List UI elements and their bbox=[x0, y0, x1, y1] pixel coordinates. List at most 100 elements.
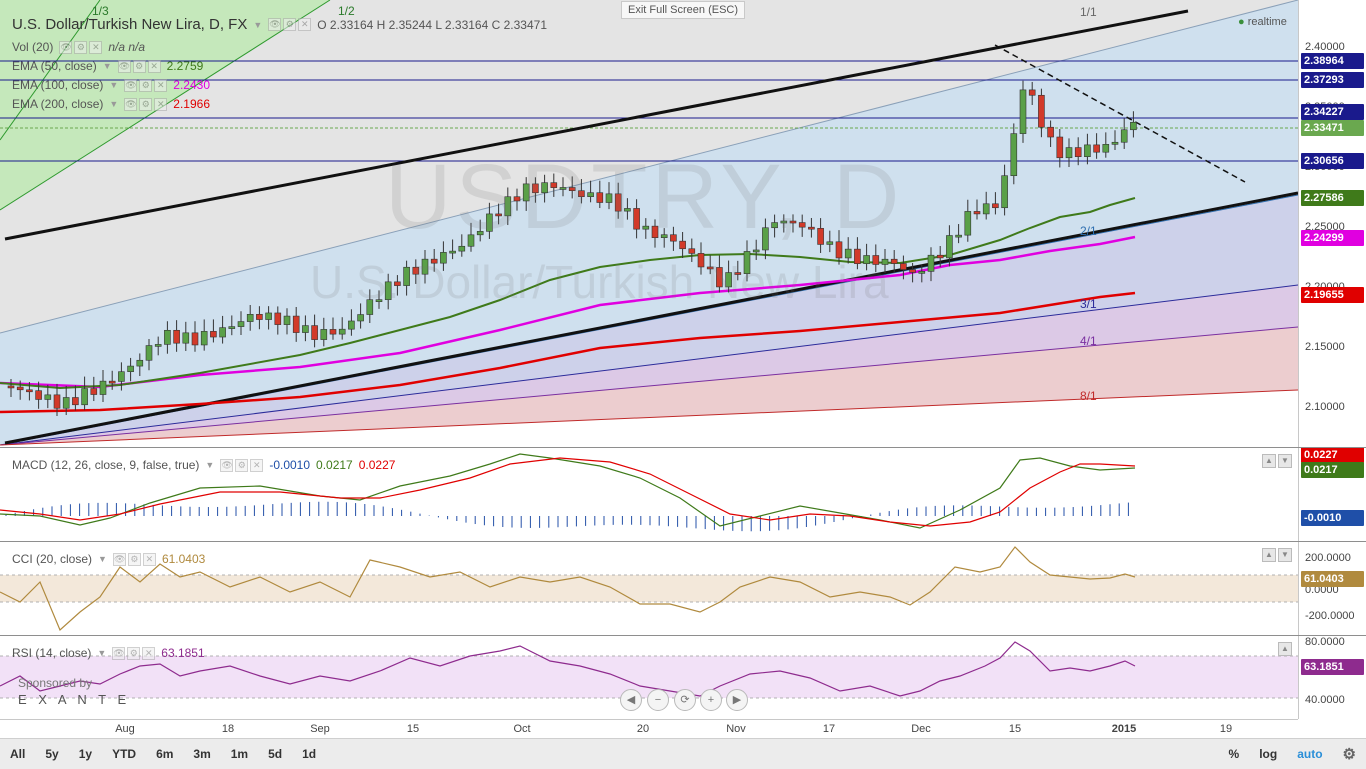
candle-body bbox=[532, 183, 539, 194]
indicator-buttons[interactable]: 👁 ⚙ ✕ bbox=[117, 59, 161, 73]
symbol-legend[interactable]: U.S. Dollar/Turkish New Lira, D, FX ▼ 👁 ⚙… bbox=[12, 16, 547, 33]
chevron-down-icon[interactable]: ▼ bbox=[253, 19, 263, 30]
price-tick: 2.40000 bbox=[1305, 41, 1345, 53]
date-tick: Dec bbox=[911, 723, 931, 735]
timeframe-1d[interactable]: 1d bbox=[302, 747, 317, 761]
rsi-pane[interactable]: RSI (14, close) ▼ 👁 ⚙ ✕ 63.1851 Sponsored … bbox=[0, 636, 1298, 719]
candle-body bbox=[789, 220, 797, 224]
candle-body bbox=[697, 253, 705, 268]
sponsor-text: Sponsored by bbox=[18, 676, 93, 690]
indicator-legend-ema200[interactable]: EMA (200, close) ▼ 👁 ⚙ ✕ 2.1966 bbox=[12, 97, 210, 111]
gann-label-1-3: 1/3 bbox=[92, 4, 109, 18]
percent-scale-button[interactable]: % bbox=[1228, 747, 1240, 761]
chevron-down-icon[interactable]: ▼ bbox=[109, 99, 119, 109]
zoom-in-button[interactable]: + bbox=[700, 689, 722, 711]
indicator-legend-vol[interactable]: Vol (20) 👁 ⚙ ✕ n/a n/a bbox=[12, 40, 145, 54]
timeframe-1m[interactable]: 1m bbox=[230, 747, 249, 761]
indicator-buttons[interactable]: 👁 ⚙ ✕ bbox=[112, 552, 156, 566]
zoom-out-button[interactable]: − bbox=[647, 689, 669, 711]
chevron-down-icon[interactable]: ▼ bbox=[205, 460, 215, 470]
cci-scale[interactable]: 200.0000 0.0000 -200.0000 61.0403 bbox=[1298, 542, 1366, 635]
pane-separator[interactable] bbox=[0, 635, 1366, 636]
timeframe-6m[interactable]: 6m bbox=[156, 747, 174, 761]
candle-body bbox=[835, 241, 843, 259]
candle-body bbox=[614, 193, 622, 212]
realtime-indicator: ● realtime bbox=[1238, 16, 1287, 28]
macd-line bbox=[0, 453, 1136, 529]
rsi-chart-svg bbox=[0, 641, 1298, 699]
candle-body bbox=[1001, 175, 1008, 209]
chevron-down-icon[interactable]: ▼ bbox=[98, 554, 107, 564]
indicator-legend-ema50[interactable]: EMA (50, close) ▼ 👁 ⚙ ✕ 2.2759 bbox=[12, 59, 203, 73]
macd-scale[interactable]: 0.0227 0.0217 -0.0010 bbox=[1298, 448, 1366, 541]
minimize-pane-button[interactable]: ▼ bbox=[1278, 454, 1292, 468]
rsi-legend[interactable]: RSI (14, close) ▼ 👁 ⚙ ✕ 63.1851 bbox=[12, 646, 205, 660]
gann-label-3-1: 3/1 bbox=[1080, 297, 1097, 311]
ema100-price-label: 2.24299 bbox=[1301, 230, 1364, 246]
price-scale[interactable]: 2.40000 2.35000 2.30000 2.25000 2.20000 … bbox=[1298, 0, 1366, 447]
indicator-legend-ema100[interactable]: EMA (100, close) ▼ 👁 ⚙ ✕ 2.2430 bbox=[12, 78, 210, 92]
candle-body bbox=[955, 234, 962, 238]
cci-current-label: 61.0403 bbox=[1301, 571, 1364, 587]
timeframe-all[interactable]: All bbox=[10, 747, 26, 761]
exit-fullscreen-button[interactable]: Exit Full Screen (ESC) bbox=[621, 1, 746, 19]
settings-gear-icon[interactable]: ⚙ bbox=[1342, 746, 1356, 763]
candle-body bbox=[633, 208, 640, 230]
cci-pane[interactable]: CCI (20, close) ▼ 👁 ⚙ ✕ 61.0403 ▲ ▼ bbox=[0, 542, 1298, 635]
chevron-down-icon[interactable]: ▼ bbox=[102, 61, 112, 71]
rsi-tick: 40.0000 bbox=[1305, 694, 1345, 706]
indicator-buttons[interactable]: 👁 ⚙ ✕ bbox=[59, 40, 103, 54]
candle-body bbox=[154, 344, 162, 347]
chevron-down-icon[interactable]: ▼ bbox=[97, 648, 107, 658]
macd-pane[interactable]: MACD (12, 26, close, 9, false, true) ▼ 👁… bbox=[0, 448, 1298, 541]
timeframe-5d[interactable]: 5d bbox=[268, 747, 283, 761]
indicator-buttons[interactable]: 👁 ⚙ ✕ bbox=[220, 458, 264, 472]
candle-body bbox=[421, 258, 429, 275]
scroll-left-button[interactable]: ◀ bbox=[620, 689, 642, 711]
candle-body bbox=[228, 326, 236, 329]
timeframe-ytd[interactable]: YTD bbox=[112, 747, 137, 761]
timeframe-3m[interactable]: 3m bbox=[193, 747, 211, 761]
timeframe-5y[interactable]: 5y bbox=[45, 747, 59, 761]
candle-body bbox=[476, 231, 484, 236]
indicator-label: EMA (50, close) bbox=[12, 59, 97, 73]
indicator-buttons[interactable]: 👁 ⚙ ✕ bbox=[112, 646, 156, 660]
indicator-label: Vol (20) bbox=[12, 40, 54, 54]
log-scale-button[interactable]: log bbox=[1259, 747, 1278, 761]
date-tick: Oct bbox=[513, 723, 531, 735]
legend-buttons[interactable]: 👁 ⚙ ✕ bbox=[268, 18, 312, 31]
candle-body bbox=[467, 234, 475, 247]
cci-tick: -200.0000 bbox=[1305, 610, 1355, 622]
timeframe-1y[interactable]: 1y bbox=[78, 747, 93, 761]
maximize-pane-button[interactable]: ▲ bbox=[1262, 548, 1276, 562]
scroll-right-button[interactable]: ▶ bbox=[726, 689, 748, 711]
maximize-pane-button[interactable]: ▲ bbox=[1278, 642, 1292, 656]
sponsor-block[interactable]: Sponsored by E X A N T E bbox=[18, 676, 130, 707]
indicator-buttons[interactable]: 👁 ⚙ ✕ bbox=[124, 97, 168, 111]
rsi-current-label: 63.1851 bbox=[1301, 659, 1364, 675]
date-tick: Aug bbox=[115, 723, 135, 735]
date-axis[interactable]: Aug 18 Sep 15 Oct 20 Nov 17 Dec 15 2015 … bbox=[0, 719, 1298, 739]
macd-legend[interactable]: MACD (12, 26, close, 9, false, true) ▼ 👁… bbox=[12, 458, 395, 472]
pane-separator[interactable] bbox=[0, 447, 1366, 448]
reset-chart-button[interactable]: ⟳ bbox=[674, 689, 696, 711]
macd-chart-svg bbox=[0, 453, 1136, 532]
main-price-pane[interactable]: USDTRY, D U.S. Dollar/Turkish New Lira 1… bbox=[0, 0, 1298, 447]
cci-value: 61.0403 bbox=[161, 552, 206, 566]
indicator-buttons[interactable]: 👁 ⚙ ✕ bbox=[124, 78, 168, 92]
date-tick: 20 bbox=[636, 723, 650, 735]
maximize-pane-button[interactable]: ▲ bbox=[1262, 454, 1276, 468]
pane-separator[interactable] bbox=[0, 541, 1366, 542]
chevron-down-icon[interactable]: ▼ bbox=[109, 80, 119, 90]
candle-body bbox=[320, 329, 328, 340]
candle-body bbox=[265, 312, 272, 320]
cci-legend[interactable]: CCI (20, close) ▼ 👁 ⚙ ✕ 61.0403 bbox=[12, 552, 205, 566]
minimize-pane-button[interactable]: ▼ bbox=[1278, 548, 1292, 562]
rsi-value: 63.1851 bbox=[161, 646, 205, 660]
candle-body bbox=[1019, 89, 1027, 134]
candle-body bbox=[127, 365, 134, 372]
candle-body bbox=[605, 193, 613, 203]
rsi-scale[interactable]: 80.0000 40.0000 63.1851 bbox=[1298, 636, 1366, 719]
ema-200-line bbox=[0, 291, 1136, 414]
auto-scale-button[interactable]: auto bbox=[1297, 747, 1323, 761]
